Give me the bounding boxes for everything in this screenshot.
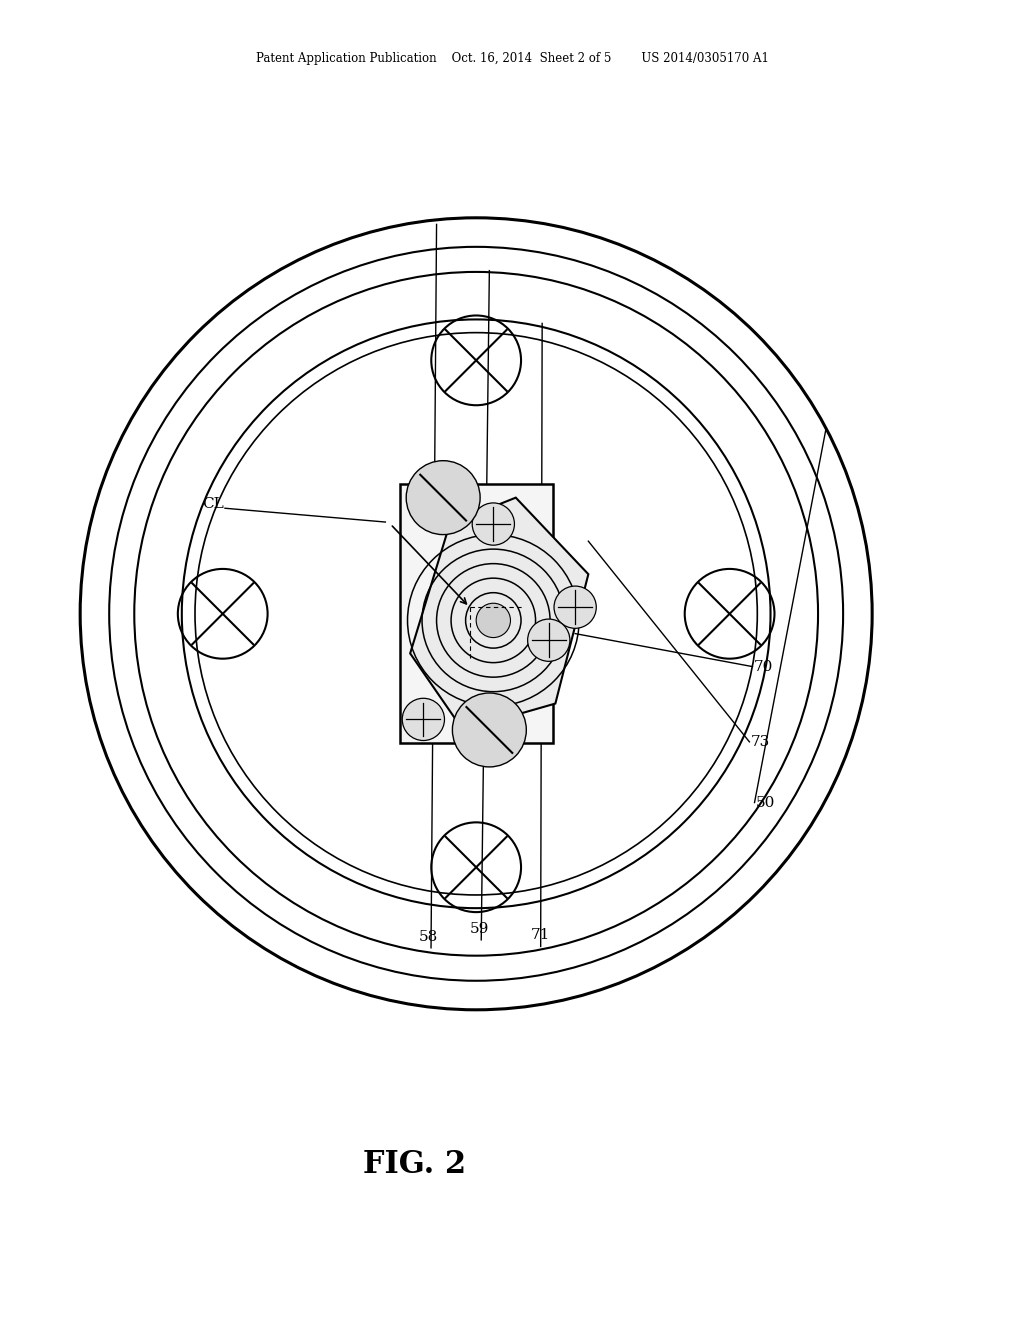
Circle shape [476, 603, 511, 638]
Text: CL: CL [202, 498, 224, 511]
Text: 70: 70 [754, 660, 773, 673]
Text: Patent Application Publication    Oct. 16, 2014  Sheet 2 of 5        US 2014/030: Patent Application Publication Oct. 16, … [256, 51, 768, 65]
Text: 59: 59 [470, 921, 488, 936]
Text: FIG. 2: FIG. 2 [364, 1148, 466, 1180]
Circle shape [527, 619, 570, 661]
Circle shape [472, 503, 514, 545]
Text: 58: 58 [419, 929, 437, 944]
Polygon shape [411, 498, 589, 730]
FancyBboxPatch shape [399, 484, 553, 743]
Circle shape [402, 698, 444, 741]
Circle shape [407, 461, 480, 535]
Text: 50: 50 [756, 796, 775, 809]
Circle shape [453, 693, 526, 767]
Text: 71: 71 [531, 928, 550, 942]
Circle shape [554, 586, 596, 628]
Text: 73: 73 [751, 735, 770, 748]
